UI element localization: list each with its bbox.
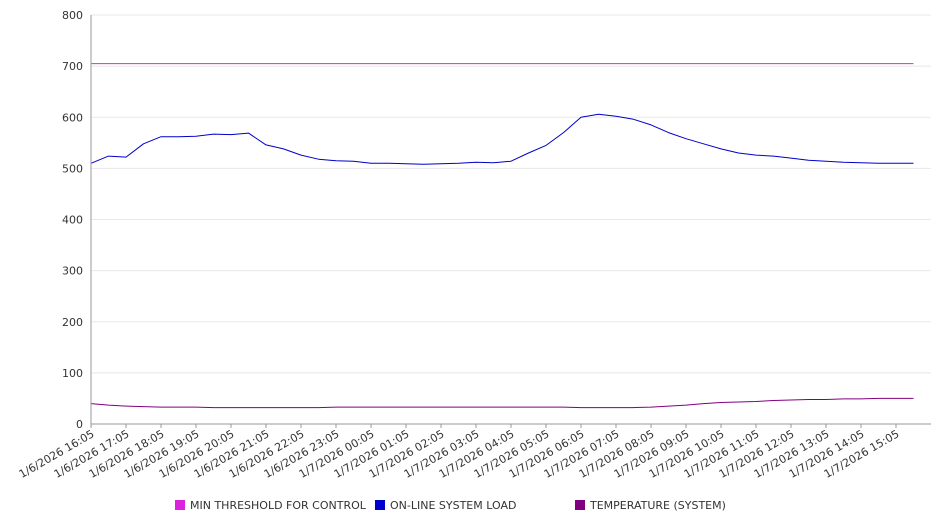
y-tick-label: 200 xyxy=(62,316,83,329)
legend-label-system-load: ON-LINE SYSTEM LOAD xyxy=(390,499,517,512)
series-line-system-load xyxy=(90,113,914,165)
line-chart: 0 100 200 300 400 500 600 700 800 1/6/2026 16:05… xyxy=(17,9,931,481)
y-tick-label: 800 xyxy=(62,9,83,22)
y-tick-label: 300 xyxy=(62,265,83,278)
y-tick-label: 700 xyxy=(62,60,83,73)
y-tick-label: 100 xyxy=(62,367,83,380)
legend: MIN THRESHOLD FOR CONTROL ON-LINE SYSTEM… xyxy=(0,496,946,516)
legend-swatch-temperature xyxy=(575,500,585,510)
legend-item-temperature: TEMPERATURE (SYSTEM) xyxy=(575,499,726,512)
series-line-temperature xyxy=(90,397,914,409)
y-tick-label: 400 xyxy=(62,214,83,227)
legend-swatch-system-load xyxy=(375,500,385,510)
legend-label-min-threshold: MIN THRESHOLD FOR CONTROL xyxy=(190,499,366,512)
grid-lines xyxy=(91,14,931,374)
series-lines xyxy=(90,63,914,409)
y-tick-label: 500 xyxy=(62,162,83,175)
x-axis-ticks: 1/6/2026 16:051/6/2026 17:051/6/2026 18:… xyxy=(17,424,902,481)
legend-item-system-load: ON-LINE SYSTEM LOAD xyxy=(375,499,516,512)
y-tick-label: 0 xyxy=(76,418,83,431)
legend-swatch-min-threshold xyxy=(175,500,185,510)
y-tick-label: 600 xyxy=(62,111,83,124)
legend-label-temperature: TEMPERATURE (SYSTEM) xyxy=(590,499,726,512)
y-axis-ticks: 0 100 200 300 400 500 600 700 800 xyxy=(62,9,83,431)
legend-item-min-threshold: MIN THRESHOLD FOR CONTROL xyxy=(175,499,366,512)
